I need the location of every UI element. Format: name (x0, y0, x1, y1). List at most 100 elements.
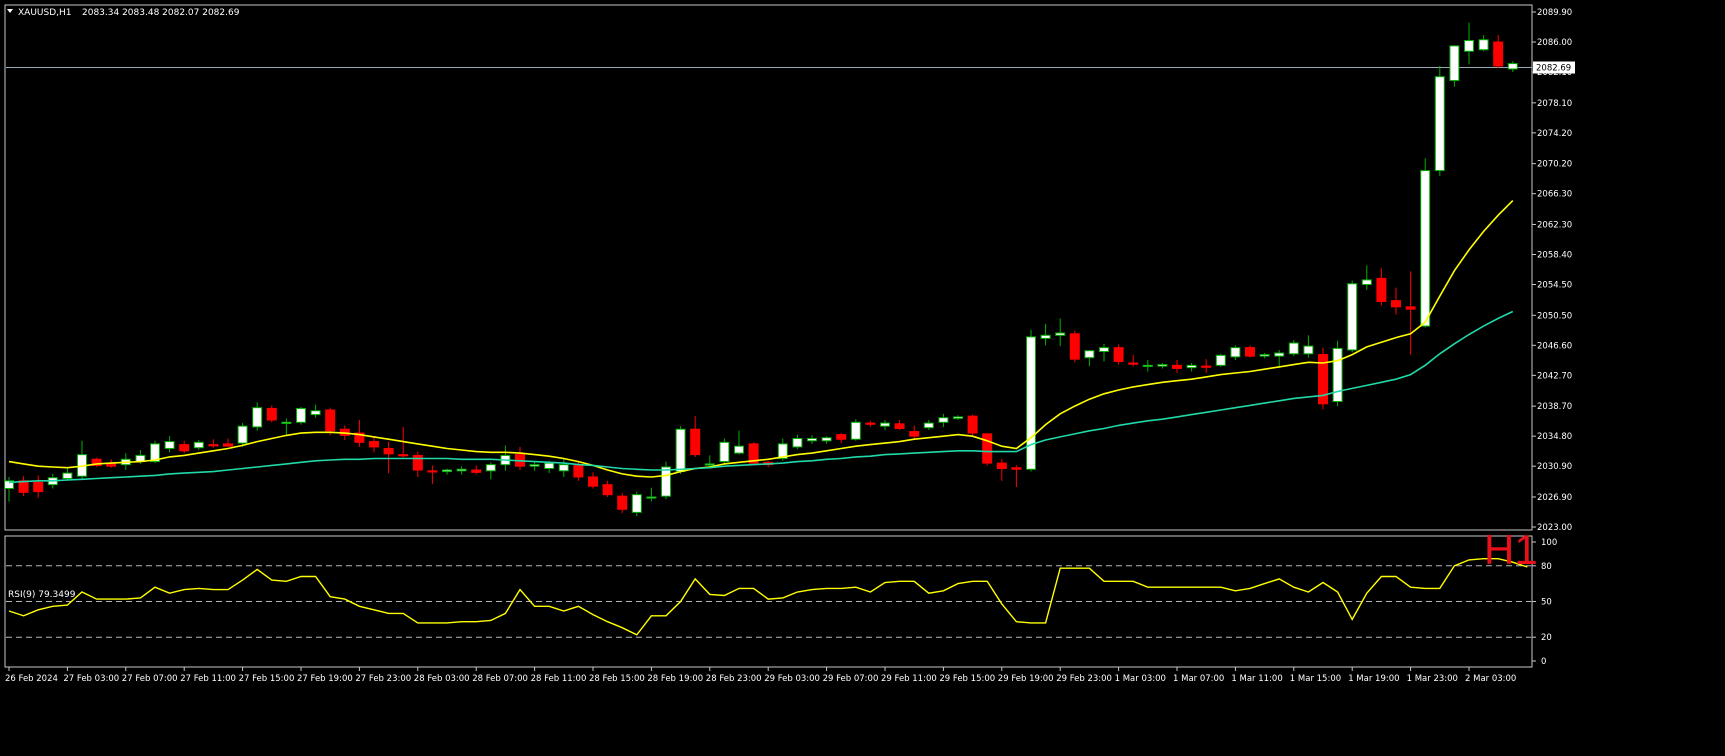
rsi-tick-label: 50 (1541, 598, 1552, 608)
time-tick-label: 29 Feb 03:00 (764, 674, 820, 684)
candle-body (909, 431, 920, 437)
bear-candle (894, 419, 905, 431)
candle-body (1099, 347, 1109, 352)
candle-body (558, 464, 569, 472)
candle-body (1215, 354, 1226, 366)
bull-candle (62, 468, 73, 481)
candle-body (1186, 364, 1197, 369)
candle-body (281, 421, 292, 425)
candle-body (1288, 342, 1299, 355)
chart-menu-arrow-icon[interactable] (7, 9, 13, 13)
moving-averages (8, 200, 1514, 484)
candle-body (1434, 76, 1445, 172)
candle-body (1347, 283, 1358, 351)
bull-candle (792, 434, 803, 450)
candle-body (1011, 467, 1022, 470)
candle-body (442, 469, 452, 473)
candle-body (821, 437, 832, 442)
candle-body (1128, 362, 1139, 365)
price-tick-label: 2034.80 (1537, 432, 1572, 442)
time-tick-label: 29 Feb 23:00 (1056, 674, 1112, 684)
time-tick-label: 1 Mar 15:00 (1290, 674, 1341, 684)
rsi-tick-label: 0 (1541, 657, 1546, 667)
bull-candle (1230, 345, 1241, 360)
candle-body (193, 441, 204, 449)
bear-candle (1391, 287, 1401, 315)
time-tick-label: 28 Feb 03:00 (414, 674, 470, 684)
bull-candle (1186, 363, 1197, 372)
price-tick-label: 2042.70 (1537, 371, 1572, 381)
candle-body (1201, 365, 1212, 368)
time-tick-label: 28 Feb 23:00 (706, 674, 762, 684)
bear-candle (412, 451, 423, 477)
candle-body (4, 480, 14, 490)
candle-body (223, 443, 233, 447)
candle-body (1172, 364, 1182, 369)
candle-body (1303, 345, 1314, 355)
bull-candle (1478, 35, 1489, 52)
candle-body (427, 470, 438, 473)
bear-candle (865, 420, 876, 427)
candle-body (996, 462, 1007, 469)
candle-body (456, 468, 467, 472)
bear-candle (91, 457, 102, 467)
time-tick-label: 28 Feb 15:00 (589, 674, 645, 684)
candle-body (208, 444, 219, 447)
candle-body (1464, 39, 1474, 52)
candle-body (807, 437, 817, 442)
price-tick-label: 2074.20 (1537, 129, 1572, 139)
bull-candle (850, 419, 861, 441)
candle-body (1449, 45, 1460, 82)
bull-candle (1332, 340, 1343, 407)
price-tick-label: 2023.00 (1537, 523, 1572, 533)
time-tick-label: 1 Mar 03:00 (1115, 674, 1166, 684)
price-tick-label: 2038.70 (1537, 402, 1572, 412)
candle-body (734, 445, 744, 454)
bull-candle (1055, 318, 1066, 347)
candle-body (923, 422, 934, 429)
candle-body (1376, 277, 1387, 302)
bull-candle (880, 419, 890, 431)
time-tick-label: 27 Feb 03:00 (63, 674, 119, 684)
candle-body (1318, 354, 1328, 405)
bear-candle (967, 414, 978, 436)
price-tick-label: 2062.30 (1537, 220, 1572, 230)
rsi-line (8, 558, 1528, 636)
candle-body (1361, 279, 1372, 286)
bear-candle (266, 405, 277, 423)
moving-average-slow (8, 310, 1514, 484)
bull-candle (485, 462, 496, 480)
bull-candle (1464, 22, 1474, 65)
bull-candle (661, 461, 671, 500)
bull-candle (1420, 158, 1431, 328)
candle-body (296, 407, 306, 423)
candle-body (1157, 364, 1168, 367)
bear-candle (1201, 359, 1212, 374)
bear-candle (325, 407, 336, 436)
candle-body (1113, 347, 1124, 362)
bull-candle (1449, 45, 1460, 87)
candle-body (690, 428, 701, 456)
bull-candle (1288, 339, 1299, 357)
bear-candle (617, 493, 628, 514)
candle-body (646, 496, 657, 499)
bull-candle (1361, 265, 1372, 290)
bear-candle (1318, 347, 1328, 410)
bear-candle (588, 472, 598, 489)
time-tick-label: 28 Feb 07:00 (472, 674, 528, 684)
candle-body (325, 409, 336, 432)
bull-candle (310, 404, 321, 418)
bear-candle (223, 438, 233, 447)
candle-body (967, 415, 978, 434)
time-tick-label: 29 Feb 19:00 (998, 674, 1054, 684)
bear-candle (909, 425, 920, 439)
rsi-axis: 100 80 50 20 0 (1532, 538, 1557, 667)
price-label-box (1533, 61, 1575, 74)
candle-body (237, 425, 248, 444)
bear-candle (1376, 268, 1387, 306)
bull-candle (1157, 363, 1168, 369)
candle-body (573, 464, 584, 478)
price-tick-label: 2086.00 (1537, 38, 1572, 48)
time-tick-label: 28 Feb 19:00 (647, 674, 703, 684)
